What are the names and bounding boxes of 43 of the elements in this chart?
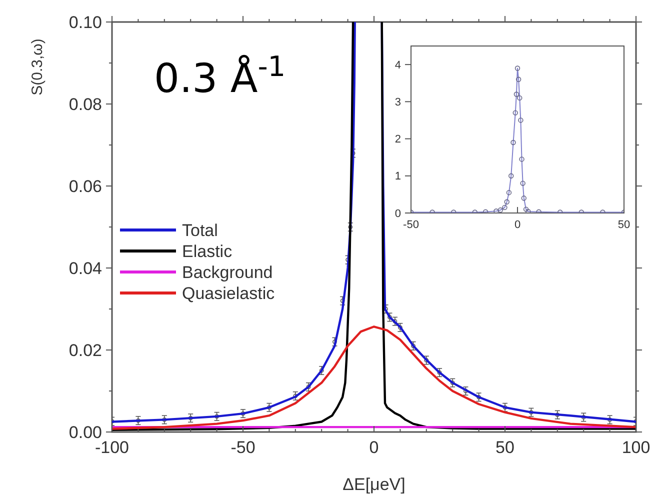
point	[398, 325, 402, 330]
point	[392, 319, 398, 324]
x-tick-label: 0	[514, 219, 521, 231]
y-tick-label: 0.06	[68, 176, 102, 196]
point	[476, 394, 481, 400]
x-tick-label: 50	[618, 219, 630, 231]
annotation: 0.3 Å$^{-1}$	[154, 50, 286, 102]
point	[450, 380, 455, 385]
point	[555, 412, 560, 417]
y-tick-label: 0	[394, 208, 401, 220]
y-tick-label: 0.08	[68, 94, 102, 114]
y-tick-label: 3	[394, 96, 401, 109]
line-series	[112, 326, 636, 430]
x-tick-label: -50	[403, 219, 419, 231]
legend-label: Elastic	[182, 242, 233, 261]
point	[424, 358, 429, 362]
point	[437, 370, 442, 375]
point	[388, 315, 392, 320]
x-tick-label: 0	[369, 438, 379, 457]
point	[529, 410, 534, 415]
point	[267, 405, 272, 410]
point	[411, 344, 416, 348]
point	[293, 394, 298, 398]
point	[306, 384, 311, 390]
y-tick-label: 1	[394, 170, 401, 183]
point	[581, 415, 586, 420]
legend-label: Total	[182, 221, 218, 240]
x-tick-label: -50	[230, 438, 256, 457]
legend-label: Quasielastic	[182, 284, 276, 303]
point	[332, 340, 337, 344]
y-tick-label: 0.02	[68, 340, 102, 360]
point	[502, 405, 508, 410]
y-tick-label: 2	[394, 134, 401, 146]
point	[608, 418, 612, 422]
x-tick-label: 50	[496, 438, 514, 457]
x-tick-label: 100	[622, 438, 650, 457]
x-axis-title: ΔE[μeV]	[342, 475, 406, 494]
y-tick-label: 4	[394, 59, 401, 72]
y-tick-label: 0.10	[68, 12, 102, 32]
point	[188, 416, 193, 420]
y-axis-title: S(0.3,ω)	[29, 38, 46, 96]
y-tick-label: 0.04	[68, 258, 102, 278]
legend-label: Background	[182, 263, 273, 282]
